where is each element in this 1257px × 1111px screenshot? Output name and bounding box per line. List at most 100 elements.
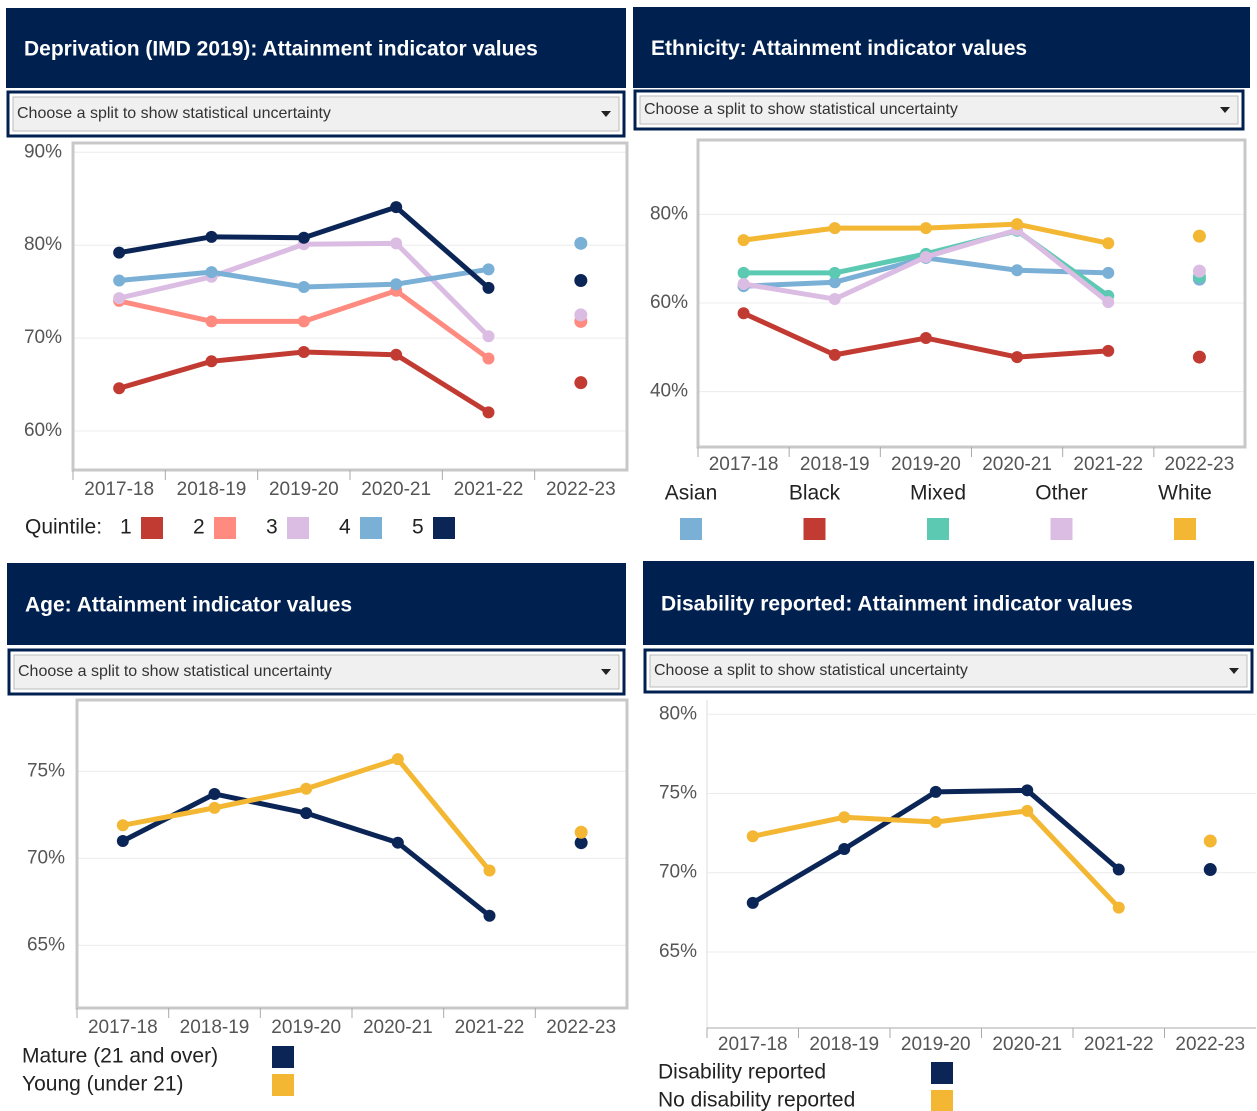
data-point (1112, 901, 1125, 914)
y-tick-label: 90% (24, 141, 62, 162)
legend-swatch (927, 518, 949, 540)
data-point (390, 278, 403, 291)
data-point (113, 246, 126, 259)
data-point (574, 273, 588, 287)
data-point (300, 782, 313, 795)
legend-swatch (214, 517, 236, 539)
legend-swatch (1174, 518, 1196, 540)
y-tick-label: 65% (659, 941, 697, 962)
x-tick-label: 2022-23 (1165, 454, 1235, 475)
x-tick-label: 2021-22 (455, 1017, 525, 1038)
legend-swatch (803, 518, 826, 540)
dropdown-text: Choose a split to show statistical uncer… (18, 663, 332, 680)
legend-label: White (1158, 482, 1212, 505)
data-point (391, 753, 404, 766)
x-tick-label: 2019-20 (269, 479, 339, 500)
data-point (1192, 229, 1206, 243)
legend-swatch (1050, 518, 1073, 540)
y-tick-label: 65% (27, 934, 65, 955)
panel-header (7, 563, 626, 645)
legend-label: Disability reported (658, 1061, 826, 1084)
data-point (116, 834, 129, 847)
x-tick-label: 2022-23 (1175, 1034, 1245, 1055)
data-point (1203, 834, 1217, 848)
dropdown-arrow (1229, 668, 1239, 674)
dropdown[interactable] (13, 654, 620, 690)
legend-label: No disability reported (658, 1089, 855, 1111)
data-point (297, 315, 310, 328)
data-point (113, 382, 126, 395)
data-point (482, 281, 495, 294)
x-tick-label: 2018-19 (809, 1034, 879, 1055)
data-point (205, 266, 218, 279)
y-tick-label: 80% (24, 234, 62, 255)
panel-header (633, 7, 1250, 88)
legend-swatch (931, 1090, 953, 1111)
data-point (390, 237, 403, 250)
data-point (1021, 804, 1034, 817)
panel-title: Disability reported: Attainment indicato… (661, 593, 1133, 616)
dropdown[interactable] (649, 654, 1248, 688)
data-point (116, 819, 129, 832)
y-tick-label: 60% (24, 420, 62, 441)
legend-label: Young (under 21) (22, 1073, 184, 1096)
data-point (390, 201, 403, 214)
legend-swatch (272, 1074, 294, 1096)
legend-label: Mixed (910, 482, 966, 505)
x-tick-label: 2022-23 (546, 1017, 616, 1038)
data-point (828, 293, 841, 306)
data-point (1102, 237, 1115, 250)
x-tick-label: 2019-20 (271, 1017, 341, 1038)
data-point (297, 231, 310, 244)
data-point (737, 266, 750, 279)
data-point (1192, 350, 1206, 364)
data-point (1192, 264, 1206, 278)
y-tick-label: 80% (650, 203, 688, 224)
data-point (919, 250, 932, 263)
data-point (390, 348, 403, 361)
y-tick-label: 80% (659, 703, 697, 724)
data-point (737, 234, 750, 247)
legend-label: Asian (665, 482, 718, 505)
y-tick-label: 40% (650, 381, 688, 402)
x-tick-label: 2020-21 (361, 479, 431, 500)
data-point (113, 292, 126, 305)
data-point (391, 836, 404, 849)
legend-swatch (287, 517, 309, 539)
data-point (746, 896, 759, 909)
x-tick-label: 2018-19 (800, 454, 870, 475)
legend-label: Other (1035, 482, 1088, 505)
data-point (828, 266, 841, 279)
data-point (482, 263, 495, 276)
dropdown[interactable] (12, 96, 620, 132)
data-point (297, 280, 310, 293)
x-tick-label: 2020-21 (363, 1017, 433, 1038)
data-point (1112, 863, 1125, 876)
legend-label: Black (789, 482, 841, 505)
data-point (574, 825, 588, 839)
legend-label: Mature (21 and over) (22, 1045, 218, 1068)
x-tick-label: 2017-18 (84, 479, 154, 500)
dropdown-text: Choose a split to show statistical uncer… (654, 662, 968, 679)
data-point (483, 909, 496, 922)
x-tick-label: 2017-18 (88, 1017, 158, 1038)
x-tick-label: 2019-20 (891, 454, 961, 475)
x-tick-label: 2021-22 (454, 479, 524, 500)
data-point (1102, 344, 1115, 357)
x-tick-label: 2017-18 (718, 1034, 788, 1055)
data-point (208, 787, 221, 800)
dropdown-text: Choose a split to show statistical uncer… (644, 101, 958, 118)
data-point (205, 315, 218, 328)
data-point (737, 277, 750, 290)
panel-title: Age: Attainment indicator values (25, 594, 352, 617)
x-tick-label: 2019-20 (901, 1034, 971, 1055)
data-point (297, 346, 310, 359)
y-tick-label: 70% (27, 847, 65, 868)
data-point (483, 864, 496, 877)
y-tick-label: 70% (659, 862, 697, 883)
x-tick-label: 2021-22 (1073, 454, 1143, 475)
panel-title: Deprivation (IMD 2019): Attainment indic… (24, 38, 538, 61)
dropdown[interactable] (639, 95, 1239, 125)
dropdown-arrow (1220, 107, 1230, 113)
data-point (929, 816, 942, 829)
